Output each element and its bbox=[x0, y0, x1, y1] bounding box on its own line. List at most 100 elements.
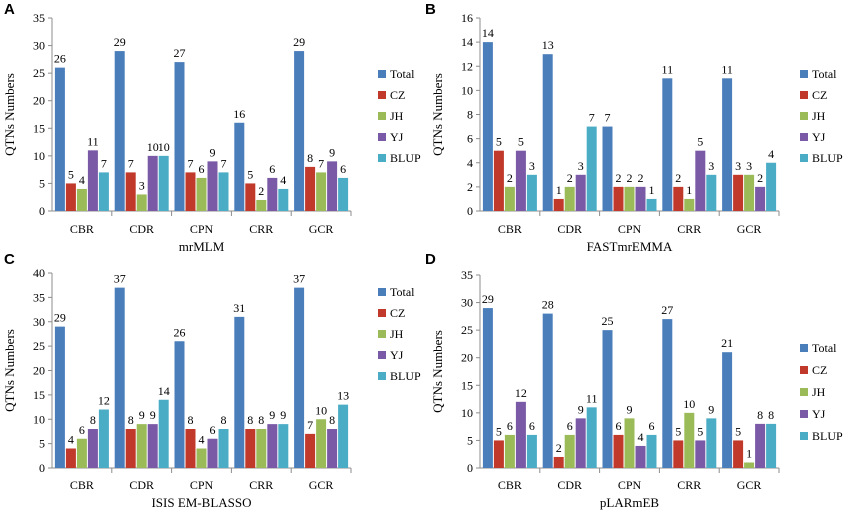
legend-swatch-cz bbox=[800, 366, 808, 374]
bar-blup-crr bbox=[278, 188, 289, 211]
bar-yj-cpn bbox=[207, 161, 218, 211]
bar-jh-cbr bbox=[76, 438, 87, 468]
data-label: 9 bbox=[269, 408, 275, 422]
legend-label-jh: JH bbox=[390, 327, 404, 341]
data-label: 9 bbox=[627, 402, 633, 416]
data-label: 8 bbox=[768, 408, 774, 422]
x-category-label: CBR bbox=[498, 222, 522, 236]
data-label: 5 bbox=[675, 424, 681, 438]
data-label: 8 bbox=[221, 413, 227, 427]
legend-label-yj: YJ bbox=[390, 348, 404, 362]
legend: Total CZ JH YJ BLUP bbox=[800, 67, 843, 165]
x-category-label: CDR bbox=[129, 222, 154, 236]
data-label: 28 bbox=[542, 298, 554, 312]
data-label: 6 bbox=[616, 419, 622, 433]
y-tick-label: 10 bbox=[33, 149, 45, 163]
bar-jh-cdr bbox=[136, 194, 147, 211]
data-label: 6 bbox=[199, 162, 205, 176]
data-label: 3 bbox=[708, 159, 714, 173]
data-label: 5 bbox=[697, 135, 703, 149]
legend: Total CZ JH YJ BLUP bbox=[378, 67, 421, 165]
bar-total-cdr bbox=[114, 51, 125, 212]
data-label: 27 bbox=[174, 46, 186, 60]
legend-label-yj: YJ bbox=[812, 407, 826, 421]
data-label: 8 bbox=[757, 408, 763, 422]
bar-cz-crr bbox=[673, 440, 684, 468]
bar-total-cbr bbox=[482, 42, 493, 211]
bar-blup-cpn bbox=[646, 434, 657, 468]
bar-jh-cpn bbox=[196, 448, 207, 468]
y-tick-label: 4 bbox=[467, 156, 473, 170]
legend-swatch-total bbox=[378, 70, 386, 78]
legend-swatch-blup bbox=[378, 372, 386, 380]
data-label: 14 bbox=[158, 384, 170, 398]
bar-yj-cbr bbox=[515, 150, 526, 211]
bar-jh-gcr bbox=[744, 462, 755, 468]
x-category-label: CRR bbox=[677, 222, 701, 236]
data-label: 11 bbox=[662, 62, 674, 76]
data-label: 9 bbox=[280, 408, 286, 422]
data-label: 6 bbox=[79, 423, 85, 437]
data-label: 6 bbox=[567, 419, 573, 433]
y-tick-label: 6 bbox=[467, 132, 473, 146]
bar-total-cdr bbox=[542, 313, 553, 468]
legend-swatch-cz bbox=[378, 91, 386, 99]
bar-jh-crr bbox=[256, 429, 267, 468]
data-label: 37 bbox=[114, 272, 126, 286]
legend-swatch-total bbox=[800, 70, 808, 78]
bar-jh-crr bbox=[684, 412, 695, 468]
legend-swatch-yj bbox=[378, 351, 386, 359]
data-label: 8 bbox=[329, 413, 335, 427]
y-tick-label: 5 bbox=[467, 433, 473, 447]
bar-total-cbr bbox=[54, 67, 65, 211]
bar-cz-cdr bbox=[125, 429, 136, 468]
bar-blup-cpn bbox=[646, 198, 657, 211]
bar-yj-cpn bbox=[207, 438, 218, 468]
data-label: 1 bbox=[686, 183, 692, 197]
y-tick-label: 15 bbox=[33, 388, 45, 402]
y-tick-label: 0 bbox=[467, 204, 473, 218]
bar-yj-cpn bbox=[635, 186, 646, 211]
bar-total-cpn bbox=[602, 126, 613, 211]
bar-yj-cpn bbox=[635, 445, 646, 468]
legend-label-blup: BLUP bbox=[390, 151, 421, 165]
data-label: 4 bbox=[638, 430, 644, 444]
panel-letter: A bbox=[4, 1, 15, 18]
bar-yj-crr bbox=[695, 150, 706, 211]
legend-swatch-yj bbox=[800, 133, 808, 141]
x-category-label: GCR bbox=[737, 478, 762, 492]
data-label: 14 bbox=[482, 26, 494, 40]
data-label: 5 bbox=[697, 424, 703, 438]
y-tick-label: 16 bbox=[461, 11, 473, 25]
data-label: 7 bbox=[318, 156, 324, 170]
y-tick-label: 15 bbox=[33, 121, 45, 135]
legend-label-total: Total bbox=[812, 67, 837, 81]
bar-yj-cbr bbox=[515, 401, 526, 468]
legend-swatch-blup bbox=[378, 154, 386, 162]
bar-blup-cdr bbox=[158, 399, 169, 468]
bar-jh-crr bbox=[256, 199, 267, 211]
data-label: 21 bbox=[721, 336, 733, 350]
bar-blup-crr bbox=[278, 424, 289, 468]
data-label: 8 bbox=[188, 413, 194, 427]
bar-jh-cdr bbox=[564, 186, 575, 211]
y-tick-label: 10 bbox=[461, 406, 473, 420]
bar-jh-cpn bbox=[196, 177, 207, 211]
x-category-label: CDR bbox=[557, 478, 582, 492]
legend-label-blup: BLUP bbox=[812, 151, 843, 165]
bar-blup-gcr bbox=[766, 162, 777, 211]
bar-cz-cpn bbox=[185, 429, 196, 468]
data-label: 10 bbox=[683, 397, 695, 411]
data-label: 27 bbox=[661, 303, 673, 317]
bar-cz-cpn bbox=[185, 172, 196, 211]
bar-blup-cbr bbox=[98, 409, 109, 468]
data-label: 3 bbox=[746, 159, 752, 173]
x-category-label: CPN bbox=[190, 478, 214, 492]
data-label: 7 bbox=[589, 111, 595, 125]
bar-yj-cbr bbox=[87, 150, 98, 211]
bar-blup-gcr bbox=[338, 177, 349, 211]
data-label: 2 bbox=[675, 171, 681, 185]
y-tick-label: 30 bbox=[33, 315, 45, 329]
legend-swatch-jh bbox=[378, 112, 386, 120]
